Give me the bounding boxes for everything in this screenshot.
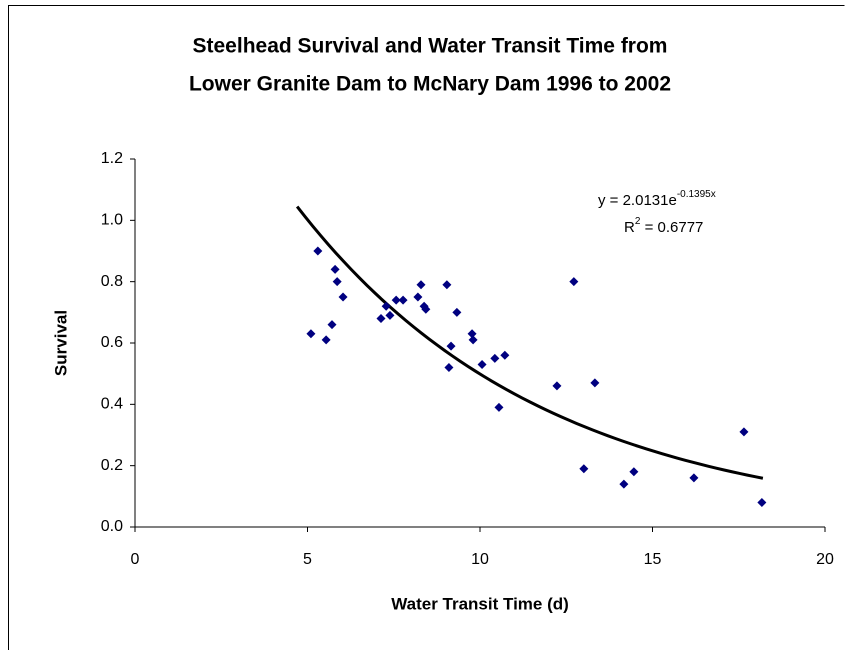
chart-title: Lower Granite Dam to McNary Dam 1996 to … xyxy=(189,73,671,96)
chart-border xyxy=(8,5,845,650)
x-tick-label: 15 xyxy=(644,551,662,568)
x-tick-label: 20 xyxy=(816,551,834,568)
data-point xyxy=(629,467,639,477)
y-tick-label: 0.4 xyxy=(101,396,123,413)
data-point xyxy=(467,329,477,339)
data-point xyxy=(490,353,500,363)
y-tick-label: 1.0 xyxy=(101,212,123,229)
x-axis-title: Water Transit Time (d) xyxy=(391,594,569,613)
data-point xyxy=(446,341,456,351)
data-point xyxy=(590,378,600,388)
data-point xyxy=(381,301,391,311)
plot-area: 0.0 0.2 0.4 0.6 0.8 1.0 1.2 0 5 10 15 20 y = 2.0131e… xyxy=(101,150,834,568)
data-point xyxy=(442,280,452,290)
data-point xyxy=(391,295,401,305)
data-point xyxy=(385,310,395,320)
equation-base: y = 2.0131e xyxy=(598,192,677,209)
data-point xyxy=(332,277,342,287)
r-squared-part: 2 xyxy=(635,216,641,227)
data-point xyxy=(477,359,487,369)
x-tick-label: 10 xyxy=(471,551,489,568)
data-point xyxy=(421,304,431,314)
r-squared: R2 = 0.6777 xyxy=(624,216,703,236)
y-tick-label: 0.8 xyxy=(101,273,123,290)
r-squared-part: = 0.6777 xyxy=(640,219,703,236)
trendline xyxy=(295,205,764,480)
equation-exponent: -0.1395x xyxy=(677,189,716,200)
data-point xyxy=(757,497,767,507)
r-squared-part: R xyxy=(624,219,635,236)
data-point xyxy=(338,292,348,302)
data-point xyxy=(619,479,629,489)
y-axis-title: Survival xyxy=(51,310,70,376)
data-point xyxy=(500,350,510,360)
y-tick-label: 0.0 xyxy=(101,518,123,535)
data-point xyxy=(494,402,504,412)
y-tick-label: 0.2 xyxy=(101,457,123,474)
data-point xyxy=(313,246,323,256)
data-point xyxy=(739,427,749,437)
data-point xyxy=(376,313,386,323)
y-tick-label: 1.2 xyxy=(101,150,123,167)
data-point xyxy=(416,280,426,290)
data-point xyxy=(306,329,316,339)
data-point xyxy=(552,381,562,391)
data-point xyxy=(413,292,423,302)
data-point xyxy=(569,277,579,287)
data-point xyxy=(579,464,589,474)
chart-title: Steelhead Survival and Water Transit Tim… xyxy=(193,35,668,58)
data-point xyxy=(444,363,454,373)
trendline-equation: y = 2.0131e-0.1395x xyxy=(598,189,716,209)
x-tick-label: 5 xyxy=(303,551,312,568)
data-point xyxy=(327,320,337,330)
y-tick-label: 0.6 xyxy=(101,334,123,351)
data-point xyxy=(689,473,699,483)
data-point xyxy=(468,335,478,345)
data-point xyxy=(398,295,408,305)
data-point xyxy=(321,335,331,345)
data-point xyxy=(330,264,340,274)
x-tick-label: 0 xyxy=(131,551,140,568)
data-point xyxy=(452,307,462,317)
